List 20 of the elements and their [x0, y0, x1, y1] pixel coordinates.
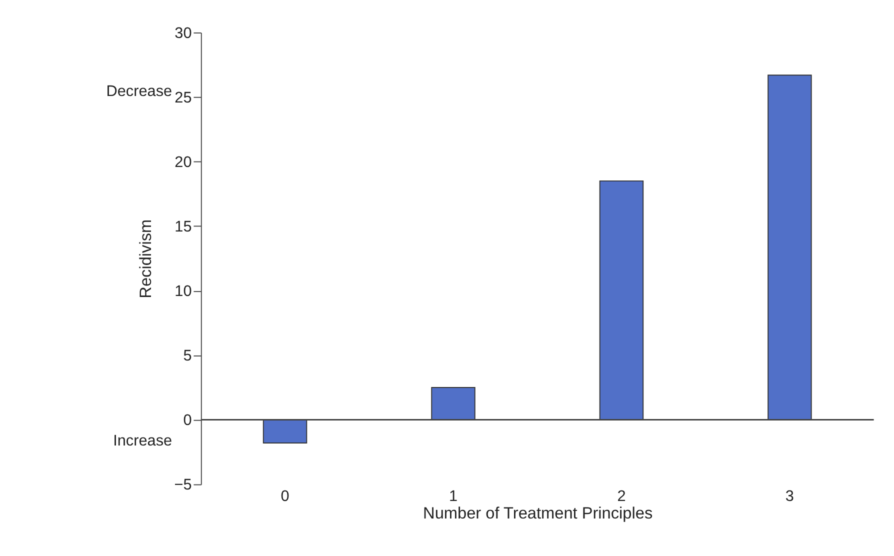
bar — [768, 74, 812, 420]
x-tick-label: 1 — [448, 488, 458, 506]
y-tick-label: 5 — [183, 347, 192, 364]
x-tick-label: 3 — [785, 488, 794, 506]
x-tick-label: 2 — [617, 488, 626, 506]
y-tick-label: 10 — [174, 282, 192, 300]
x-axis-title: Number of Treatment Principles — [423, 504, 653, 522]
y-tick-label: 15 — [174, 218, 192, 236]
y-tick-label: −5 — [174, 476, 192, 494]
x-tick-label: 0 — [280, 488, 290, 506]
y-tick-label: 25 — [174, 89, 192, 106]
y-tick-label: 20 — [174, 154, 192, 171]
text: Increase — [113, 432, 172, 450]
y-tick-label: 30 — [174, 24, 192, 42]
text: Decrease — [106, 83, 172, 100]
bar — [431, 386, 476, 420]
y-axis-title: Recidivism — [137, 219, 156, 298]
y-tick-label: 0 — [183, 412, 192, 430]
bar — [599, 180, 644, 420]
bar — [262, 419, 308, 444]
